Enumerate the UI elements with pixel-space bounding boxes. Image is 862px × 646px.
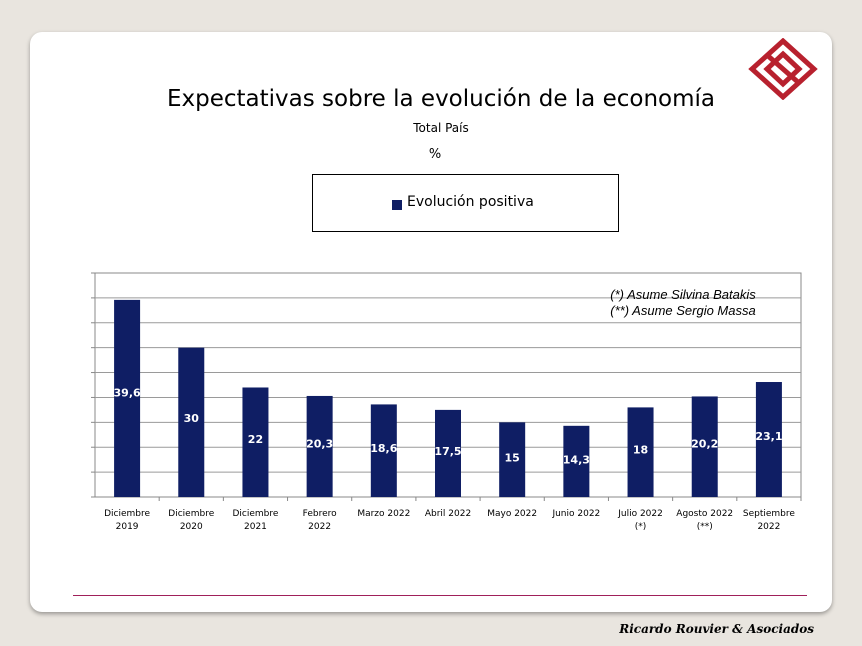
x-tick-label: Diciembre [168,509,214,519]
chart-subtitle: Total País [413,121,469,135]
x-tick-label: Diciembre [104,509,150,519]
x-tick-label: Diciembre [232,509,278,519]
data-label: 14,3 [563,453,590,466]
data-label: 22 [248,433,263,446]
bar [627,407,654,497]
company-footer: Ricardo Rouvier & Asociados [619,622,814,636]
x-tick-label: Marzo 2022 [357,509,410,519]
chart-annotation: (**) Asume Sergio Massa [610,303,755,318]
x-tick-label: Febrero [303,509,337,519]
bar [242,387,269,497]
x-tick-label: 2021 [244,522,267,532]
bar [499,422,526,497]
data-label: 15 [505,451,520,464]
diamond-logo-icon [748,38,818,100]
footer-divider [73,595,807,596]
x-tick-label: (*) [635,522,647,532]
x-tick-label: Julio 2022 [617,509,663,519]
bar [178,347,205,497]
data-label: 18,6 [370,442,397,455]
bar-chart: 39,6 Diciembre 2019 30 Diciembre 2020 22 Diciem… [91,272,802,532]
x-tick-label: Agosto 2022 [676,509,733,519]
legend-swatch [392,200,402,210]
x-tick-label: 2022 [757,522,780,532]
chart-annotation: (*) Asume Silvina Batakis [610,287,756,302]
data-label: 20,2 [691,438,718,451]
chart-unit: % [428,147,442,162]
legend-label: Evolución positiva [407,194,534,210]
chart-legend: Evolución positiva [312,174,619,232]
x-tick-label: 2022 [308,522,331,532]
data-label: 20,3 [306,437,333,450]
bar [306,395,333,497]
x-tick-label: Mayo 2022 [487,509,537,519]
bar [755,382,782,497]
chart-title: Expectativas sobre la evolución de la ec… [167,86,715,112]
data-label: 39,6 [114,387,141,400]
bar [114,299,141,497]
data-label: 23,1 [755,430,782,443]
bar [435,409,461,497]
x-tick-label: 2020 [180,522,203,532]
data-label: 18 [633,444,648,457]
x-tick-label: 2019 [116,522,139,532]
x-tick-label: Abril 2022 [425,509,471,519]
bar [691,396,718,497]
x-tick-label: Septiembre [743,509,796,519]
bar [563,425,590,497]
x-tick-label: Junio 2022 [551,509,600,519]
bar [370,404,397,497]
x-tick-label: (**) [697,522,713,532]
data-label: 17,5 [434,445,461,458]
data-label: 30 [184,412,200,425]
